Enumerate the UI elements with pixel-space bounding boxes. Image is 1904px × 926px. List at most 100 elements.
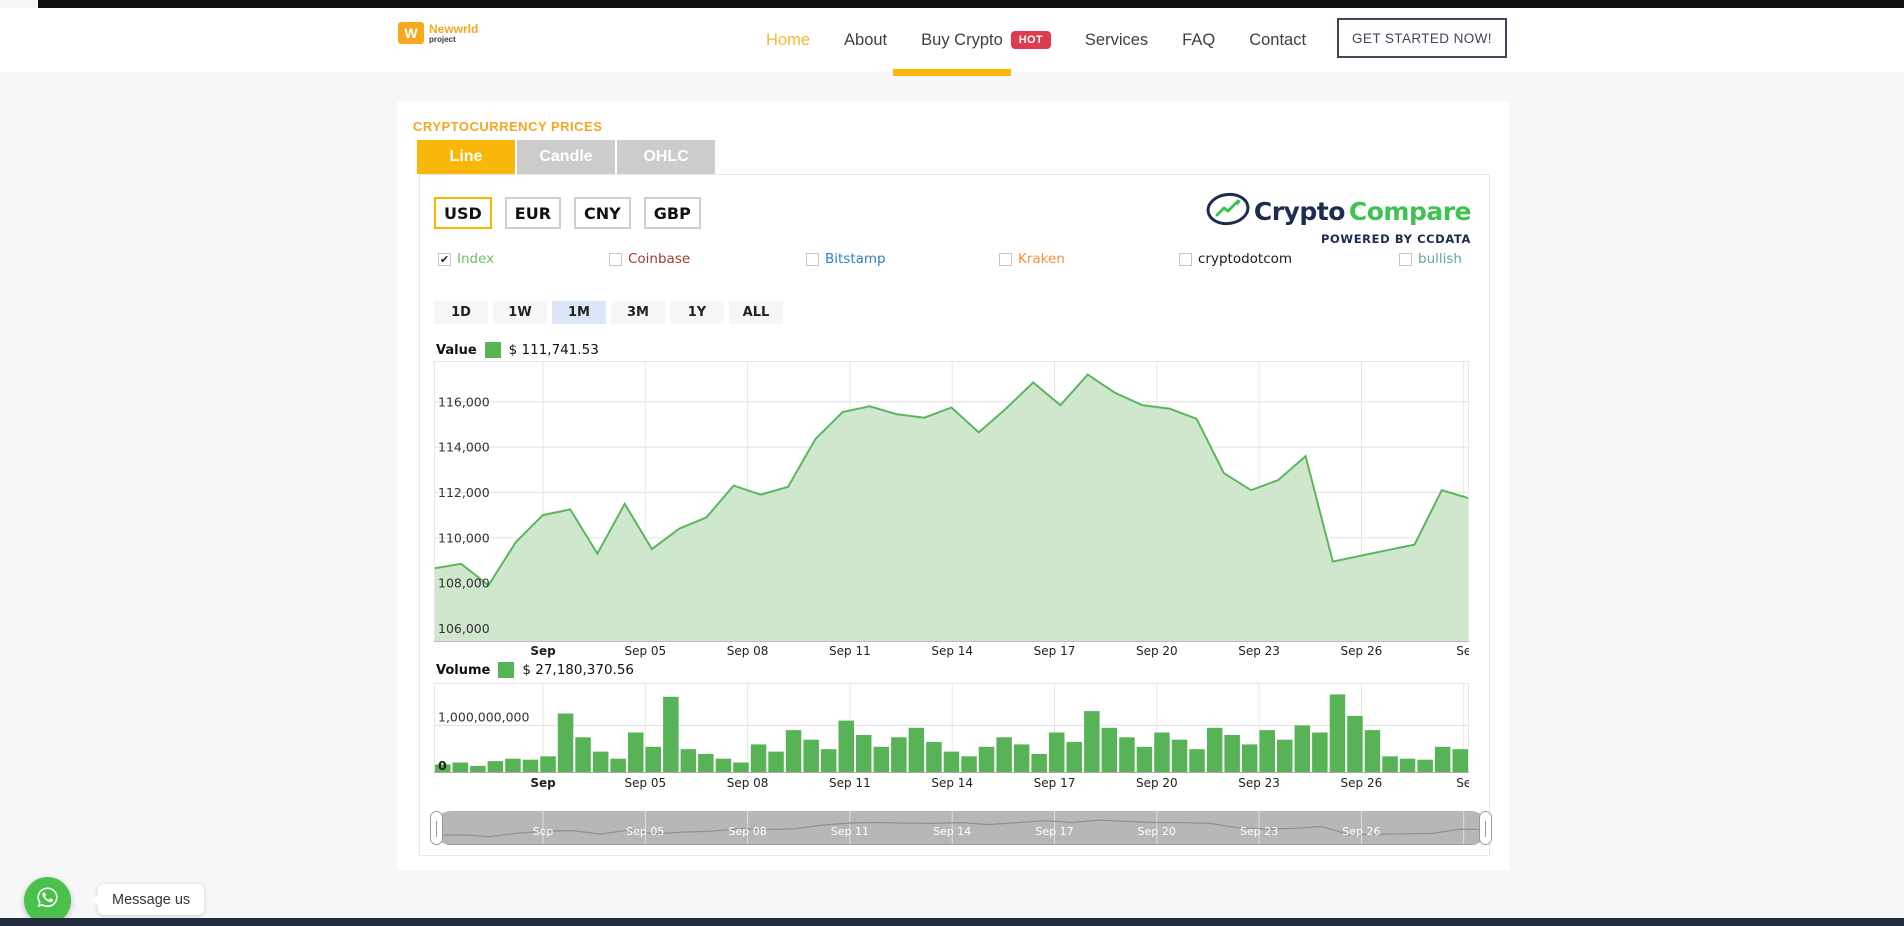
- range-all[interactable]: ALL: [729, 301, 783, 324]
- svg-text:Sep 20: Sep 20: [1138, 825, 1176, 838]
- exchange-label-cryptodotcom: cryptodotcom: [1198, 251, 1292, 267]
- x-tick-sep-17-5: Sep 17: [1034, 776, 1076, 790]
- navigator-left-handle[interactable]: [430, 811, 443, 845]
- bottom-bar: [0, 918, 1904, 926]
- exchange-toggle-bullish[interactable]: bullish: [1399, 251, 1462, 267]
- nav-item-services[interactable]: Services: [1085, 31, 1148, 50]
- svg-text:112,000: 112,000: [438, 485, 490, 500]
- svg-text:Sep 26: Sep 26: [1342, 825, 1380, 838]
- exchange-toggle-cryptodotcom[interactable]: cryptodotcom: [1179, 251, 1292, 267]
- x-tick-sep-05-1: Sep 05: [624, 776, 666, 790]
- site-logo[interactable]: W Newwrld project: [398, 22, 478, 44]
- currency-cny[interactable]: CNY: [574, 197, 631, 229]
- logo-title: Newwrld: [429, 23, 478, 35]
- svg-text:114,000: 114,000: [438, 440, 490, 455]
- nav-item-buy-crypto[interactable]: Buy CryptoHOT: [921, 31, 1051, 50]
- whatsapp-button[interactable]: [24, 877, 71, 924]
- checkbox-bitstamp[interactable]: [806, 253, 819, 266]
- chart-type-tabs: LineCandleOHLC: [417, 140, 715, 174]
- svg-text:Sep 23: Sep 23: [1240, 825, 1278, 838]
- currency-eur[interactable]: EUR: [505, 197, 561, 229]
- x-tick-sep-14-4: Sep 14: [931, 776, 973, 790]
- whatsapp-tooltip: Message us: [98, 884, 204, 915]
- range-3m[interactable]: 3M: [611, 301, 665, 324]
- x-tick-sep-20-6: Sep 20: [1136, 776, 1178, 790]
- x-tick-sep-26-8: Sep 26: [1341, 644, 1383, 658]
- svg-text:106,000: 106,000: [438, 621, 490, 636]
- crypto-prices-widget: CRYPTOCURRENCY PRICES LineCandleOHLC USD…: [397, 102, 1509, 870]
- range-1m[interactable]: 1M: [552, 301, 606, 324]
- range-1d[interactable]: 1D: [434, 301, 488, 324]
- tab-line[interactable]: Line: [417, 140, 515, 174]
- range-navigator[interactable]: SepSep 05Sep 08Sep 11Sep 14Sep 17Sep 20S…: [434, 811, 1488, 845]
- currency-selector: USD EUR CNY GBP: [434, 197, 701, 229]
- x-tick-sep-23-7: Sep 23: [1238, 644, 1280, 658]
- chart-box: USD EUR CNY GBP CryptoCompare POWERED BY CC…: [419, 174, 1490, 856]
- nav-item-contact[interactable]: Contact: [1249, 31, 1306, 50]
- x-tick-sep-0: Sep: [530, 644, 555, 658]
- currency-gbp[interactable]: GBP: [644, 197, 701, 229]
- exchange-label-kraken: Kraken: [1018, 251, 1065, 267]
- svg-text:Sep: Sep: [533, 825, 554, 838]
- nav-item-home[interactable]: Home: [766, 31, 810, 50]
- checkbox-cryptodotcom[interactable]: [1179, 253, 1192, 266]
- exchange-label-bullish: bullish: [1418, 251, 1462, 267]
- currency-usd[interactable]: USD: [434, 197, 492, 229]
- x-tick-sep-08-2: Sep 08: [727, 776, 769, 790]
- exchange-label-coinbase: Coinbase: [628, 251, 690, 267]
- get-started-button[interactable]: GET STARTED NOW!: [1337, 18, 1507, 58]
- time-range-row: 1D1W1M3M1YALL: [434, 301, 783, 324]
- logo-subtitle: project: [429, 36, 478, 44]
- svg-text:0: 0: [438, 758, 447, 773]
- exchange-toggle-coinbase[interactable]: Coinbase: [609, 251, 690, 267]
- hot-badge: HOT: [1011, 31, 1051, 49]
- x-tick-sep-23-7: Sep 23: [1238, 776, 1280, 790]
- nav-item-about[interactable]: About: [844, 31, 887, 50]
- navbar: W Newwrld project Home About Buy CryptoHOT…: [0, 8, 1904, 72]
- exchange-filter-row: ✔ Index Coinbase Bitstamp Kraken cryptodotcom…: [420, 251, 1489, 271]
- value-legend-swatch: [485, 342, 501, 358]
- nav-menu: Home About Buy CryptoHOT Services FAQ Contact: [766, 8, 1306, 72]
- value-legend: Value $ 111,741.53: [436, 342, 599, 358]
- value-legend-label: Value: [436, 343, 477, 358]
- svg-text:Sep 11: Sep 11: [831, 825, 869, 838]
- range-1w[interactable]: 1W: [493, 301, 547, 324]
- tab-ohlc[interactable]: OHLC: [617, 140, 715, 174]
- checkbox-coinbase[interactable]: [609, 253, 622, 266]
- price-line-chart[interactable]: 106,000108,000110,000112,000114,000116,0…: [434, 361, 1469, 642]
- x-tick-sep-20-6: Sep 20: [1136, 644, 1178, 658]
- exchange-label-index: Index: [457, 251, 494, 267]
- svg-text:Sep 08: Sep 08: [728, 825, 766, 838]
- checkbox-bullish[interactable]: [1399, 253, 1412, 266]
- cryptocompare-logo[interactable]: CryptoCompare POWERED BY CCDATA: [1206, 191, 1471, 246]
- x-tick-sep-11-3: Sep 11: [829, 776, 871, 790]
- volume-legend: Volume $ 27,180,370.56: [436, 662, 634, 678]
- price-chart-x-axis: SepSep 05Sep 08Sep 11Sep 14Sep 17Sep 20S…: [434, 644, 1469, 660]
- range-1y[interactable]: 1Y: [670, 301, 724, 324]
- exchange-toggle-kraken[interactable]: Kraken: [999, 251, 1065, 267]
- navigator-right-handle[interactable]: [1479, 811, 1492, 845]
- x-tick-sep-0: Sep: [530, 776, 555, 790]
- nav-item-faq[interactable]: FAQ: [1182, 31, 1215, 50]
- cryptocompare-name-secondary: Compare: [1349, 197, 1471, 226]
- exchange-toggle-index[interactable]: ✔ Index: [438, 251, 494, 267]
- x-tick-se-9: Se: [1456, 644, 1469, 658]
- exchange-toggle-bitstamp[interactable]: Bitstamp: [806, 251, 886, 267]
- tab-candle[interactable]: Candle: [517, 140, 615, 174]
- cryptocompare-chart-icon: [1206, 191, 1250, 231]
- checkbox-index[interactable]: ✔: [438, 253, 451, 266]
- x-tick-sep-08-2: Sep 08: [727, 644, 769, 658]
- volume-bar-chart[interactable]: 1,000,000,0000: [434, 683, 1469, 773]
- cryptocompare-name-primary: Crypto: [1254, 197, 1345, 226]
- x-tick-sep-11-3: Sep 11: [829, 644, 871, 658]
- nav-active-underline: [893, 69, 1011, 76]
- volume-legend-amount: $ 27,180,370.56: [522, 662, 634, 678]
- svg-text:110,000: 110,000: [438, 530, 490, 545]
- widget-heading: CRYPTOCURRENCY PRICES: [413, 119, 602, 134]
- svg-text:108,000: 108,000: [438, 576, 490, 591]
- x-tick-sep-26-8: Sep 26: [1341, 776, 1383, 790]
- checkbox-kraken[interactable]: [999, 253, 1012, 266]
- x-tick-sep-17-5: Sep 17: [1034, 644, 1076, 658]
- x-tick-se-9: Se: [1456, 776, 1469, 790]
- x-tick-sep-14-4: Sep 14: [931, 644, 973, 658]
